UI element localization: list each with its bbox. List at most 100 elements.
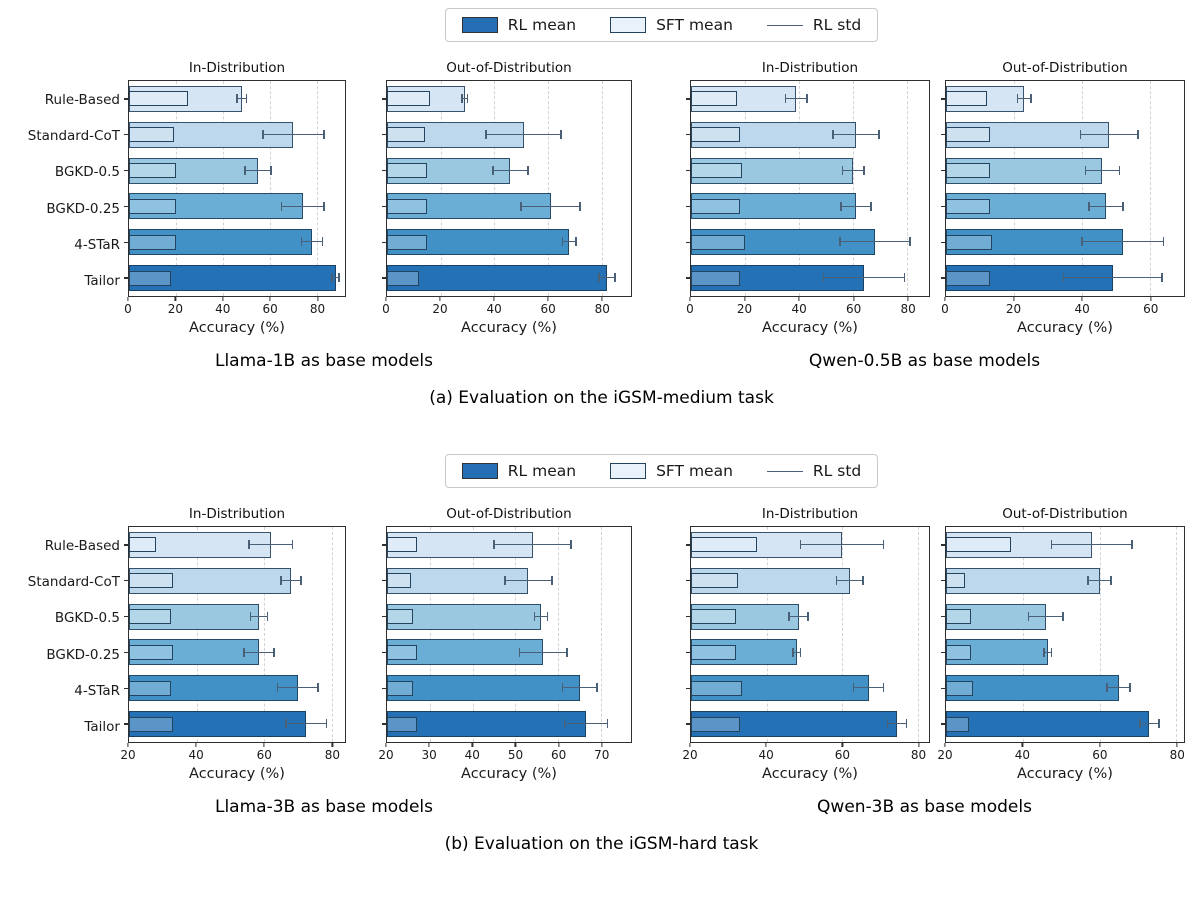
rl-mean-bar	[691, 85, 797, 112]
rl-mean-bar	[129, 85, 242, 112]
y-tick-mark	[941, 169, 946, 172]
gridline	[1022, 527, 1024, 742]
y-tick-mark	[382, 615, 387, 618]
rl-std-errorbar	[832, 129, 880, 139]
rl-std-errorbar	[331, 273, 340, 283]
rl-std-errorbar	[492, 165, 529, 175]
rl-mean-swatch-icon	[461, 463, 498, 479]
plot-area	[382, 80, 632, 297]
x-tick-label: 0	[124, 302, 132, 316]
caption-llama1b: Llama-1B as base models	[214, 351, 433, 371]
section-igsm-hard: RL mean SFT mean RL std Rule-Based Standa…	[0, 454, 1203, 854]
rl-mean-bar	[129, 603, 259, 630]
x-tick-mark	[471, 743, 473, 747]
y-tick-mark	[941, 723, 946, 725]
x-tick-mark	[765, 743, 767, 747]
y-tick-mark	[124, 544, 129, 546]
y-tick-mark	[382, 687, 387, 689]
sft-mean-bar	[129, 573, 173, 589]
plot-area	[124, 80, 346, 297]
y-tick-mark	[686, 98, 691, 100]
y-category-label: BGKD-0.5	[54, 610, 120, 627]
legend-wrap-b: RL mean SFT mean RL std	[0, 454, 1203, 488]
x-tick-label: 60	[262, 302, 278, 316]
sft-mean-bar	[387, 716, 417, 732]
x-tick-mark	[174, 297, 176, 301]
gridline	[1014, 81, 1015, 296]
x-tick-mark	[1150, 297, 1152, 301]
rl-mean-bar	[946, 85, 1025, 112]
rl-mean-bar	[129, 675, 298, 702]
rl-std-errorbar	[1084, 165, 1121, 175]
x-tick-label: 20	[682, 748, 698, 762]
y-tick-mark	[686, 205, 691, 207]
rl-std-errorbar	[835, 575, 865, 585]
rl-std-errorbar	[518, 647, 568, 657]
x-tick-label: 20	[378, 748, 394, 762]
sft-mean-bar	[387, 270, 420, 286]
sft-mean-bar	[946, 198, 991, 214]
sft-mean-bar	[129, 716, 173, 732]
sft-mean-bar	[387, 127, 425, 143]
y-tick-mark	[124, 580, 129, 582]
sft-mean-bar	[129, 680, 172, 696]
y-category-label: BGKD-0.5	[54, 164, 120, 181]
x-tick-mark	[127, 743, 129, 747]
rl-std-errorbar	[1050, 540, 1133, 550]
sft-mean-bar	[129, 163, 176, 179]
sft-mean-bar	[129, 609, 172, 625]
subplot-title: In-Distribution	[761, 60, 859, 76]
subplot-qwen05b-out-of-distribution: Out-of-Distribution 0 20 40 60 Accuracy (%)	[941, 58, 1185, 339]
model-captions-b: Llama-3B as base models Qwen-3B as base …	[0, 797, 1203, 817]
y-tick-mark	[124, 277, 129, 279]
y-tick-mark	[941, 580, 946, 582]
gridline	[558, 527, 560, 742]
rl-mean-bar	[691, 603, 799, 630]
rl-mean-bar	[946, 639, 1048, 666]
x-tick-label: 50	[507, 748, 524, 762]
x-tick-label: 40	[1014, 748, 1031, 762]
sft-mean-bar	[129, 270, 172, 286]
rl-std-errorbar	[1081, 237, 1164, 247]
rl-std-errorbar	[1043, 647, 1052, 657]
x-axis-ticks: 0 20 40 60	[941, 297, 1185, 319]
sft-mean-bar	[129, 537, 156, 553]
x-tick-label: 0	[382, 302, 390, 316]
plot-area	[382, 526, 632, 743]
sft-mean-bar	[946, 270, 991, 286]
rl-std-errorbar	[248, 540, 294, 550]
subplot-title: Out-of-Distribution	[446, 60, 572, 76]
legend-item-rl-mean: RL mean	[461, 16, 576, 34]
y-tick-mark	[686, 134, 691, 136]
x-axis-label: Accuracy (%)	[762, 766, 858, 782]
rl-std-errorbar	[561, 237, 578, 247]
rl-mean-bar	[129, 711, 307, 738]
legend-item-rl-std: RL std	[766, 16, 861, 34]
rl-std-errorbar	[841, 165, 865, 175]
rl-std-errorbar	[276, 683, 319, 693]
y-tick-mark	[124, 241, 129, 243]
sft-mean-bar	[691, 234, 746, 250]
x-tick-label: 80	[910, 748, 927, 762]
legend-item-sft-mean: SFT mean	[610, 16, 733, 34]
x-tick-label: 20	[432, 302, 448, 316]
y-category-label: Tailor	[84, 718, 120, 735]
x-tick-label: 60	[550, 748, 567, 762]
y-tick-mark	[382, 98, 387, 100]
gridline	[547, 81, 549, 296]
legend-wrap-a: RL mean SFT mean RL std	[0, 8, 1203, 42]
gridline	[494, 81, 496, 296]
rl-mean-swatch-icon	[461, 17, 498, 33]
legend-item-rl-mean: RL mean	[461, 462, 576, 480]
x-tick-label: 60	[256, 748, 272, 762]
y-tick-mark	[941, 205, 946, 207]
sft-mean-bar	[946, 127, 991, 143]
gridline	[331, 527, 333, 742]
x-tick-label: 80	[309, 302, 326, 316]
sft-mean-bar	[691, 163, 743, 179]
x-axis-ticks: 20 40 60 80	[120, 743, 346, 765]
x-tick-label: 70	[594, 748, 610, 762]
x-tick-mark	[1099, 743, 1101, 747]
rl-std-errorbar	[236, 94, 248, 104]
y-tick-mark	[382, 134, 387, 136]
